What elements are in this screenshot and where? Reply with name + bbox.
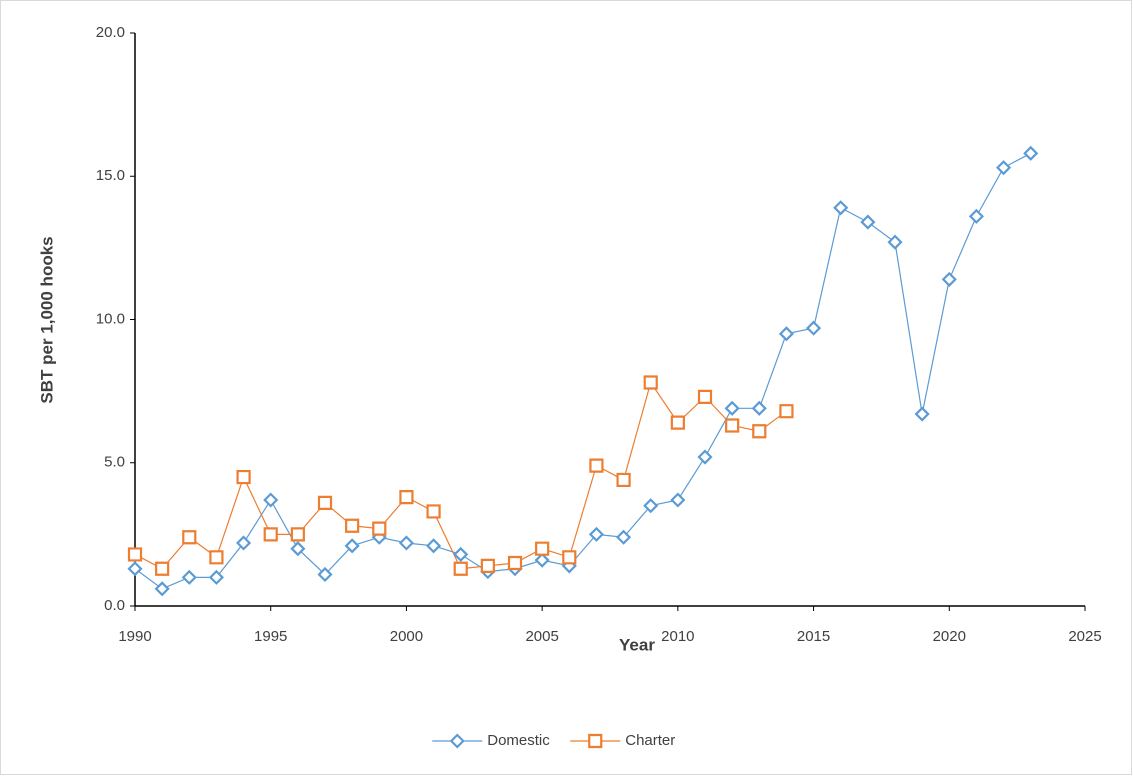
data-point (535, 541, 550, 556)
y-tick-label: 10.0 (96, 310, 125, 327)
data-point (398, 535, 414, 551)
data-point (154, 581, 170, 597)
x-axis-label: Year (619, 635, 655, 654)
data-point (752, 424, 767, 439)
data-point (236, 535, 252, 551)
data-point (399, 490, 414, 505)
data-point (236, 469, 251, 485)
data-point (670, 415, 685, 430)
data-point (751, 400, 767, 416)
y-tick-label: 0.0 (104, 597, 125, 614)
x-tick-label: 1995 (254, 628, 287, 645)
data-point (968, 208, 984, 224)
series-line (134, 152, 1031, 590)
x-tick-label: 2025 (1068, 628, 1101, 645)
legend-label: Domestic (487, 732, 550, 749)
x-tick-label: 2000 (390, 628, 423, 645)
x-tick-label: 2015 (797, 628, 830, 645)
data-point (996, 160, 1012, 176)
data-point (887, 234, 903, 250)
data-point (182, 530, 197, 545)
data-point (724, 400, 740, 416)
data-point (860, 214, 876, 230)
y-axis-label: SBT per 1,000 hooks (37, 236, 56, 403)
data-point (562, 550, 577, 565)
data-point (616, 472, 631, 488)
data-point (616, 529, 632, 545)
data-point (697, 449, 713, 465)
data-point (643, 498, 659, 514)
data-point (941, 271, 957, 287)
data-point (263, 527, 278, 542)
data-point (453, 546, 469, 562)
data-point (345, 518, 360, 533)
data-point (127, 561, 143, 577)
x-tick-label: 2020 (933, 628, 966, 645)
data-point (779, 404, 794, 419)
y-tick-label: 15.0 (96, 167, 125, 184)
data-point (833, 200, 849, 216)
data-point (317, 566, 333, 583)
data-point (670, 492, 686, 508)
data-point (1023, 145, 1039, 161)
data-point (181, 569, 197, 585)
y-tick-label: 20.0 (96, 24, 125, 41)
legend-marker (588, 733, 603, 749)
data-point (426, 504, 441, 519)
data-point (344, 538, 360, 554)
data-point (914, 406, 930, 422)
data-point (155, 561, 170, 576)
legend-marker (449, 733, 465, 749)
data-point (290, 527, 305, 542)
data-point (426, 538, 442, 554)
data-point (589, 458, 604, 473)
data-point (588, 526, 604, 542)
data-point (480, 558, 495, 573)
data-point (127, 547, 143, 562)
data-point (806, 320, 822, 336)
data-point (263, 492, 279, 508)
data-point (697, 389, 713, 404)
data-point (208, 569, 224, 585)
data-point (778, 326, 794, 342)
x-tick-label: 1990 (118, 628, 151, 645)
data-point (507, 555, 523, 571)
data-point (372, 521, 387, 536)
x-tick-label: 2005 (525, 628, 558, 645)
data-point (643, 375, 658, 390)
x-tick-label: 2010 (661, 628, 694, 645)
data-point (317, 495, 333, 510)
data-point (534, 552, 550, 568)
data-point (725, 418, 740, 433)
data-point (290, 541, 306, 557)
y-tick-label: 5.0 (104, 454, 125, 471)
data-point (453, 561, 468, 576)
data-point (209, 550, 224, 565)
legend-label: Charter (625, 732, 675, 749)
